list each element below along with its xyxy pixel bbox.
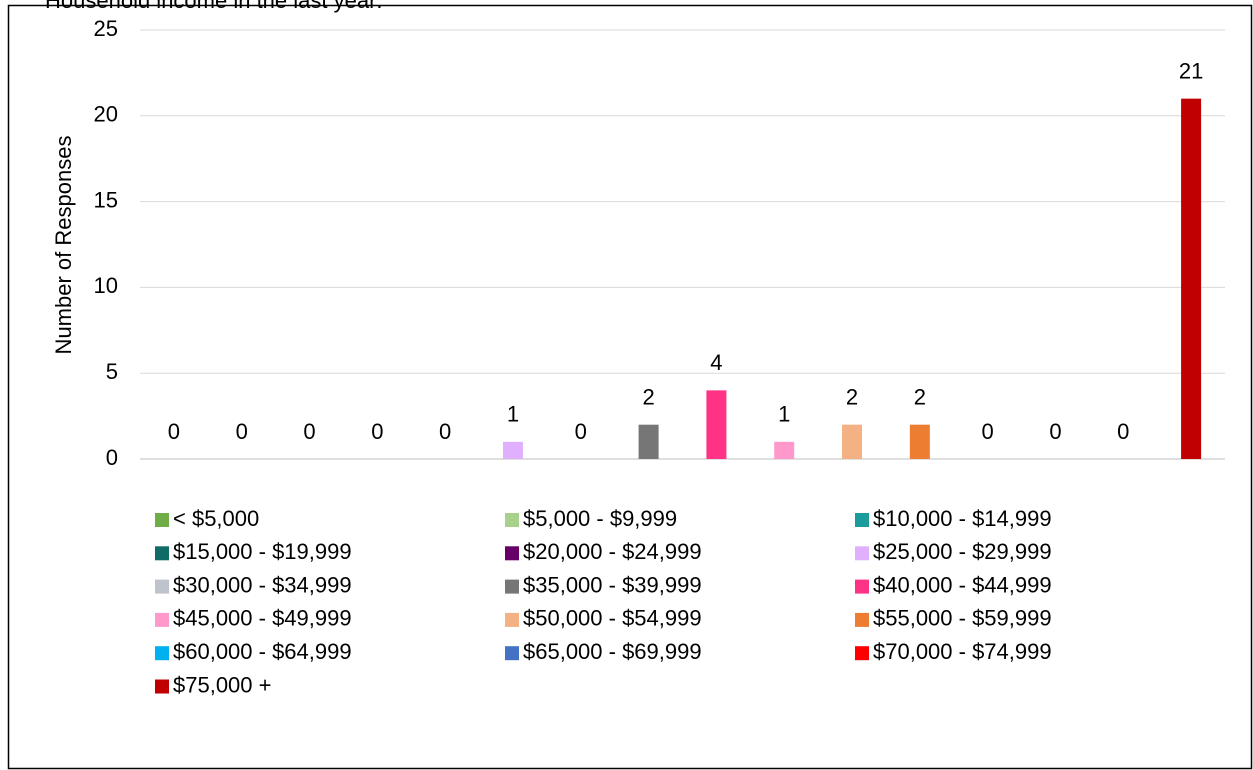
bar	[1181, 98, 1202, 459]
data-label: 0	[439, 419, 451, 444]
legend-label: $5,000 - $9,999	[523, 506, 677, 531]
bar	[774, 441, 795, 459]
legend-swatch	[855, 612, 869, 627]
legend-swatch	[505, 513, 519, 527]
legend-label: $30,000 - $34,999	[173, 572, 352, 597]
legend-label: $25,000 - $29,999	[873, 539, 1052, 564]
data-label: 0	[1049, 419, 1061, 444]
legend-swatch	[155, 646, 169, 661]
chart-title: Household income in the last year:	[45, 0, 383, 13]
legend-label: $40,000 - $44,999	[873, 572, 1052, 597]
data-label: 1	[778, 402, 790, 427]
y-tick-label: 5	[106, 359, 118, 384]
legend-label: $15,000 - $19,999	[173, 539, 352, 564]
legend-label: $70,000 - $74,999	[873, 639, 1052, 664]
data-label: 0	[371, 419, 383, 444]
y-tick-label: 20	[94, 102, 118, 127]
data-label: 0	[303, 419, 315, 444]
legend-label: $10,000 - $14,999	[873, 506, 1052, 531]
data-label: 0	[575, 419, 587, 444]
legend-swatch	[855, 513, 869, 527]
y-tick-label: 15	[94, 187, 118, 212]
legend-swatch	[505, 546, 519, 561]
legend-swatch	[855, 646, 869, 661]
bar	[842, 424, 863, 459]
legend-label: $55,000 - $59,999	[873, 606, 1052, 631]
legend-label: $50,000 - $54,999	[523, 606, 702, 631]
legend-swatch	[155, 612, 169, 627]
chart-frame	[7, 4, 1253, 770]
data-label: 0	[1117, 419, 1129, 444]
legend-swatch	[155, 579, 169, 594]
y-tick-label: 25	[94, 16, 118, 41]
legend-swatch	[505, 579, 519, 594]
data-label: 0	[982, 419, 994, 444]
legend-label: < $5,000	[173, 506, 259, 531]
bar	[638, 424, 659, 459]
legend-swatch	[855, 546, 869, 561]
data-label: 2	[914, 384, 926, 409]
legend-label: $35,000 - $39,999	[523, 572, 702, 597]
legend-label: $60,000 - $64,999	[173, 639, 352, 664]
data-label: 4	[710, 350, 722, 375]
data-label: 2	[846, 384, 858, 409]
data-label: 2	[642, 384, 654, 409]
legend-label: $65,000 - $69,999	[523, 639, 702, 664]
y-tick-label: 10	[94, 273, 118, 298]
y-axis-label: Number of Responses	[51, 136, 76, 355]
legend-label: $20,000 - $24,999	[523, 539, 702, 564]
data-label: 0	[168, 419, 180, 444]
legend-swatch	[505, 646, 519, 661]
bar	[706, 390, 727, 459]
legend-swatch	[155, 513, 169, 527]
bar	[502, 441, 523, 459]
data-label: 1	[507, 402, 519, 427]
legend-swatch	[505, 612, 519, 627]
legend-swatch	[155, 679, 169, 694]
legend-swatch	[155, 546, 169, 561]
bar	[909, 424, 930, 459]
y-tick-label: 0	[106, 445, 118, 470]
legend-swatch	[855, 579, 869, 594]
legend-label: $45,000 - $49,999	[173, 606, 352, 631]
legend-label: $75,000 +	[173, 672, 271, 697]
data-label: 0	[236, 419, 248, 444]
data-label: 21	[1179, 58, 1203, 83]
